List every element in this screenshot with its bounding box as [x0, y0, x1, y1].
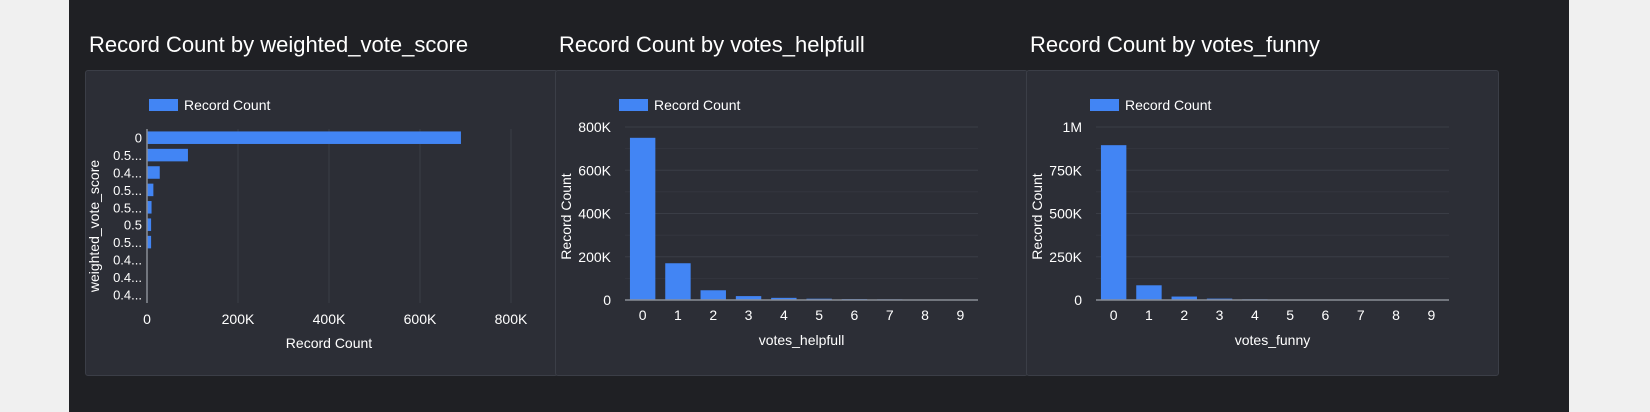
y-axis-title: weighted_vote_score: [86, 160, 102, 294]
bar-chart-votes-funny: 0 250K 500K 750K 1M 0 1 2 3 4 5 6 7 8 9 votes_funny Reco…: [1029, 119, 1449, 348]
bar: [771, 297, 797, 300]
y-tick-label: 0: [603, 292, 611, 308]
y-tick-label: 0.4...: [113, 287, 142, 302]
bar: [735, 296, 762, 300]
x-tick-label: 9: [956, 307, 964, 323]
x-tick-label: 8: [921, 307, 929, 323]
y-tick-label: 0.5...: [113, 235, 142, 250]
y-tick-label: 0.4...: [113, 166, 142, 181]
bar: [147, 166, 160, 179]
bar: [147, 201, 152, 214]
bar: [629, 137, 656, 300]
chart-title-votes-funny: Record Count by votes_funny: [1030, 32, 1320, 57]
bar: [665, 263, 691, 300]
y-tick-label: 800K: [578, 119, 611, 135]
x-tick-label: 600K: [404, 311, 437, 327]
chart-card-weighted-vote-score: Record Count 0 200K 400K 600K 800K 0 0.5... 0.4…: [85, 70, 558, 376]
y-axis-title: Record Count: [1029, 173, 1045, 259]
bar: [147, 131, 461, 144]
y-tick-label: 250K: [1049, 249, 1082, 265]
x-tick-label: 3: [745, 307, 753, 323]
y-tick-label: 0.4...: [113, 270, 142, 285]
x-tick-label: 2: [709, 307, 717, 323]
y-tick-label: 0.4...: [113, 253, 142, 268]
y-tick-label: 0: [135, 131, 142, 146]
x-axis-title: votes_funny: [1235, 332, 1311, 348]
bar: [147, 235, 152, 249]
y-tick-label: 1M: [1063, 119, 1082, 135]
y-tick-label: 0.5...: [113, 200, 142, 215]
legend[interactable]: Record Count: [1090, 97, 1211, 113]
x-tick-label: 0: [639, 307, 647, 323]
x-tick-label: 800K: [495, 311, 528, 327]
x-tick-label: 4: [780, 307, 788, 323]
y-tick-label: 500K: [1049, 206, 1082, 222]
x-tick-label: 0: [143, 311, 151, 327]
chart-card-votes-helpfull: Record Count 0 200K 400K 600K 800K 0 1 2 3 4 5 6 7 8 9…: [555, 70, 1028, 376]
bar: [147, 183, 154, 197]
bar: [1171, 296, 1197, 300]
y-tick-label: 200K: [578, 249, 611, 265]
chart-title-votes-helpfull: Record Count by votes_helpfull: [559, 32, 865, 57]
bar: [147, 218, 152, 231]
x-tick-label: 7: [886, 307, 894, 323]
x-tick-label: 200K: [222, 311, 255, 327]
y-tick-label: 0.5: [124, 218, 142, 233]
x-tick-label: 1: [674, 307, 682, 323]
chart-card-votes-funny: Record Count 0 250K 500K 750K 1M 0 1 2 3 4 5 6 7 8 9 vo…: [1026, 70, 1499, 376]
y-tick-label: 750K: [1049, 162, 1082, 178]
y-axis-title: Record Count: [558, 173, 574, 259]
x-tick-label: 9: [1427, 307, 1435, 323]
legend-label: Record Count: [1125, 97, 1212, 113]
legend-swatch: [149, 99, 178, 111]
x-tick-label: 5: [1286, 307, 1294, 323]
x-tick-label: 400K: [313, 311, 346, 327]
y-tick-label: 0.5...: [113, 148, 142, 163]
legend-swatch: [1090, 99, 1119, 111]
y-tick-label: 600K: [578, 162, 611, 178]
bar: [1136, 285, 1162, 300]
chart-title-weighted-vote-score: Record Count by weighted_vote_score: [89, 32, 469, 57]
bar-chart-weighted-vote-score: 0 200K 400K 600K 800K 0 0.5... 0.4... 0.5... 0.5.…: [86, 129, 528, 351]
x-tick-label: 2: [1180, 307, 1188, 323]
x-tick-label: 0: [1110, 307, 1118, 323]
legend-label: Record Count: [654, 97, 741, 113]
x-tick-label: 7: [1357, 307, 1365, 323]
x-tick-label: 6: [1322, 307, 1330, 323]
x-tick-label: 3: [1216, 307, 1224, 323]
x-tick-label: 4: [1251, 307, 1259, 323]
x-axis-title: Record Count: [286, 335, 372, 351]
legend-label: Record Count: [184, 97, 271, 113]
y-tick-label: 0.5...: [113, 183, 142, 198]
bar: [700, 290, 726, 300]
bar: [147, 148, 188, 162]
legend[interactable]: Record Count: [619, 97, 740, 113]
y-tick-label: 0: [1074, 292, 1082, 308]
x-tick-label: 6: [851, 307, 859, 323]
bar-chart-votes-helpfull: 0 200K 400K 600K 800K 0 1 2 3 4 5 6 7 8 9 votes_helpful…: [558, 119, 978, 348]
legend[interactable]: Record Count: [149, 97, 270, 113]
bar: [1100, 145, 1127, 300]
legend-swatch: [619, 99, 648, 111]
x-tick-label: 8: [1392, 307, 1400, 323]
x-axis-title: votes_helpfull: [759, 332, 845, 348]
y-tick-label: 400K: [578, 206, 611, 222]
x-tick-label: 5: [815, 307, 823, 323]
dashboard: Record Count by weighted_vote_score Reco…: [69, 0, 1569, 412]
x-tick-label: 1: [1145, 307, 1153, 323]
